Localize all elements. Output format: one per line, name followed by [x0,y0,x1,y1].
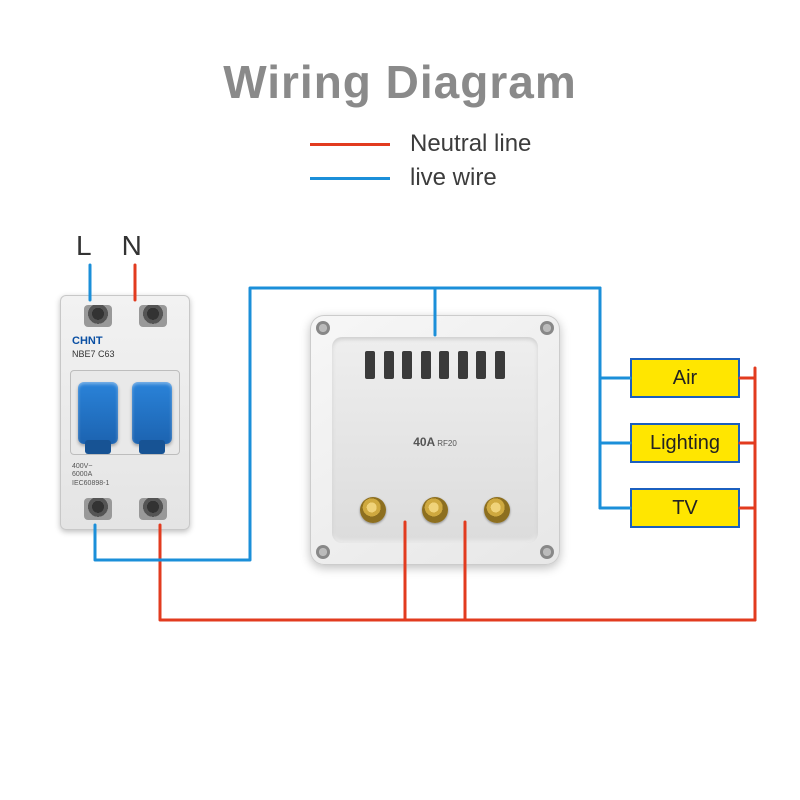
breaker-bottom-terminals [70,498,180,520]
vent-icon [439,351,449,379]
breaker-specs: 400V~6000AIEC60898-1 [72,463,109,488]
relay-screw-terminals [360,497,510,523]
breaker-brand: CHNT [72,335,103,347]
screw-icon [360,497,386,523]
load-box-tv: TV [630,488,740,528]
legend-label-live: live wire [410,164,497,192]
load-label: TV [672,497,698,520]
load-label: Air [673,367,697,390]
legend-row-neutral: Neutral line [310,130,531,158]
input-terminal-labels: L N [76,230,142,262]
load-box-lighting: Lighting [630,423,740,463]
relay-inner-plate: 40ARF20 [332,337,538,543]
vent-icon [365,351,375,379]
breaker-top-terminals [70,305,180,327]
circuit-breaker: CHNT NBE7 C63 400V~6000AIEC60898-1 [60,295,190,530]
breaker-toggle-icon [132,382,172,444]
relay-rating-value: 40A [413,435,435,449]
vent-icon [421,351,431,379]
legend-swatch-live [310,177,390,180]
relay-rating-sub: RF20 [437,439,457,448]
vent-icon [402,351,412,379]
breaker-model: NBE7 C63 [72,349,115,359]
vent-icon [384,351,394,379]
page-title: Wiring Diagram [223,55,577,109]
terminal-icon [139,305,167,327]
legend-swatch-neutral [310,143,390,146]
relay-module: 40ARF20 [310,315,560,565]
breaker-toggle-icon [78,382,118,444]
terminal-icon [139,498,167,520]
screw-icon [422,497,448,523]
breaker-toggle-window [70,370,180,455]
label-N: N [122,230,142,262]
terminal-icon [84,498,112,520]
screw-icon [484,497,510,523]
legend: Neutral line live wire [310,130,531,198]
relay-rating: 40ARF20 [413,435,457,449]
screw-icon [316,545,330,559]
load-label: Lighting [650,432,720,455]
load-box-air: Air [630,358,740,398]
vent-icon [476,351,486,379]
legend-row-live: live wire [310,164,531,192]
legend-label-neutral: Neutral line [410,130,531,158]
label-L: L [76,230,92,262]
terminal-icon [84,305,112,327]
screw-icon [316,321,330,335]
vent-icon [495,351,505,379]
screw-icon [540,545,554,559]
vent-icon [458,351,468,379]
screw-icon [540,321,554,335]
relay-vents [365,351,505,379]
